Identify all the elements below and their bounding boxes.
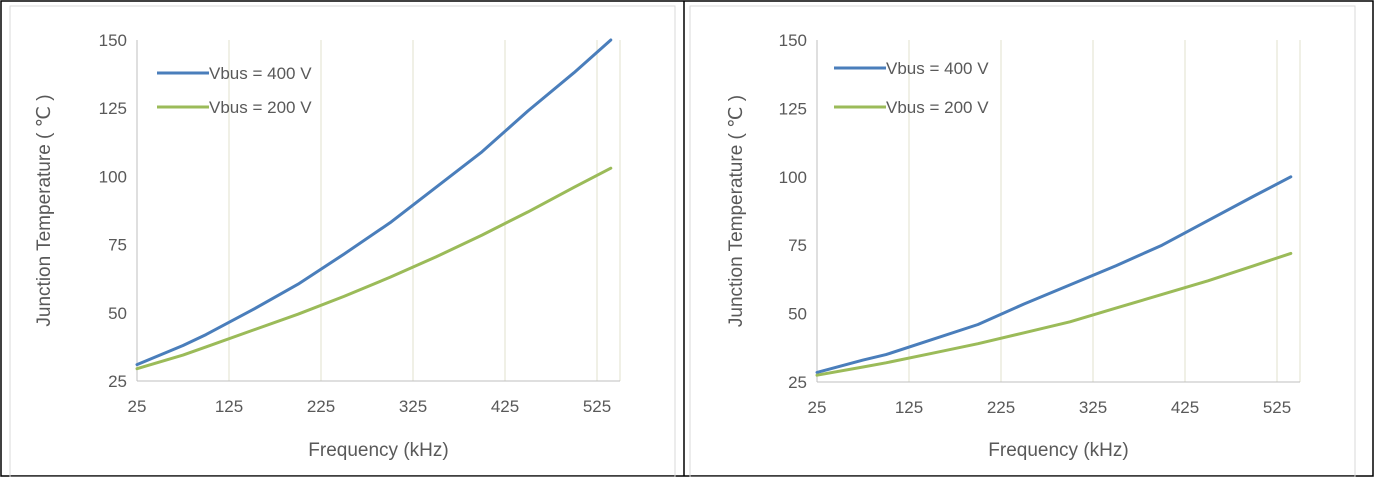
y-tick-label: 100 — [779, 168, 807, 187]
x-tick-label: 225 — [987, 398, 1015, 417]
x-tick-label: 325 — [399, 397, 427, 416]
x-tick-label: 25 — [808, 398, 827, 417]
chart-area-frame-left — [9, 5, 676, 477]
x-tick-label: 125 — [215, 397, 243, 416]
chart-1: 25 125 225 325 425 525 25 50 75 100 125 150 Vbus = 4… — [34, 31, 621, 461]
y-tick-label: 75 — [788, 236, 807, 255]
series-line — [135, 38, 613, 367]
x-tick-label: 425 — [491, 397, 519, 416]
x-tick-label: 125 — [895, 398, 923, 417]
y-tick-label: 50 — [108, 304, 127, 323]
legend-label: Vbus = 200 V — [209, 98, 312, 117]
series-line — [815, 251, 1293, 377]
legend-label: Vbus = 400 V — [886, 59, 989, 78]
y-tick-label: 125 — [99, 99, 127, 118]
y-tick-label: 25 — [108, 372, 127, 391]
x-tick-label: 25 — [128, 397, 147, 416]
legend-label: Vbus = 400 V — [209, 64, 312, 83]
y-axis-title: Junction Temperature ( ℃ ) — [726, 95, 747, 327]
x-tick-label: 525 — [583, 397, 611, 416]
y-tick-label: 150 — [779, 31, 807, 50]
x-tick-label: 325 — [1079, 398, 1107, 417]
y-tick-label: 75 — [108, 236, 127, 255]
series-line — [815, 175, 1293, 374]
y-tick-label: 25 — [788, 373, 807, 392]
x-tick-label: 225 — [307, 397, 335, 416]
chart-area-frame-right — [689, 5, 1356, 477]
x-axis-title: Frequency (kHz) — [308, 440, 448, 461]
y-axis-title: Junction Temperature ( ℃ ) — [34, 94, 55, 326]
x-tick-label: 525 — [1263, 398, 1291, 417]
legend-label: Vbus = 200 V — [886, 98, 989, 117]
chart-2: 25 125 225 325 425 525 25 50 75 100 125 150 Vbus = 4… — [726, 31, 1301, 461]
y-tick-label: 150 — [99, 31, 127, 50]
y-tick-label: 125 — [779, 99, 807, 118]
y-tick-label: 100 — [99, 167, 127, 186]
x-tick-label: 425 — [1171, 398, 1199, 417]
charts-root: 25 125 225 325 425 525 25 50 75 100 125 150 Vbus = 4… — [34, 31, 1301, 461]
x-axis-title: Frequency (kHz) — [988, 440, 1128, 461]
y-tick-label: 50 — [788, 305, 807, 324]
series-line — [135, 166, 613, 371]
